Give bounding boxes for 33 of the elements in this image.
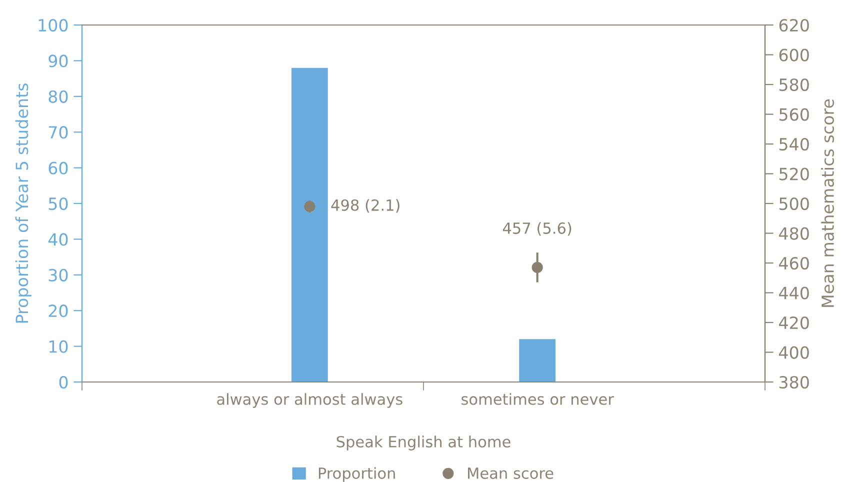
- y2-tick-label: 400: [779, 346, 809, 359]
- y2-tick-label: 460: [779, 256, 809, 270]
- legend-label: Proportion: [318, 467, 395, 482]
- y-tick-label: 80: [48, 90, 68, 103]
- data-label: 498 (2.1): [331, 199, 400, 213]
- y-tick-label: 10: [49, 340, 68, 353]
- x-axis-title: Speak English at home: [336, 436, 510, 450]
- y-tick-label: 70: [48, 126, 68, 139]
- y-axis-title: Proportion of Year 5 students: [15, 84, 32, 323]
- y2-tick-label: 480: [779, 227, 809, 240]
- y2-tick-label: 600: [779, 48, 809, 62]
- y2-axis-title: Mean mathematics score: [821, 99, 834, 307]
- y2-tick-label: 500: [779, 197, 809, 210]
- y-tick-label: 0: [59, 376, 68, 389]
- y2-tick-label: 420: [779, 316, 809, 330]
- y2-tick-label: 620: [779, 18, 809, 32]
- y-tick-label: 20: [48, 304, 68, 318]
- y2-tick-label: 540: [779, 138, 809, 151]
- y2-tick-label: 520: [779, 168, 809, 180]
- data-label: 457 (5.6): [502, 222, 572, 236]
- y2-tick-label: 440: [779, 286, 809, 300]
- y-tick-label: 50: [48, 197, 68, 210]
- y2-tick-label: 380: [779, 376, 809, 389]
- y-tick-label: 30: [48, 268, 68, 282]
- y-tick-label: 90: [48, 54, 68, 68]
- legend-label: Mean score: [468, 468, 554, 479]
- x-tick-label: sometimes or never: [462, 393, 614, 405]
- y-tick-label: 100: [38, 18, 68, 32]
- y-tick-label: 40: [48, 233, 68, 246]
- y2-tick-label: 560: [779, 108, 809, 121]
- x-tick-label: always or almost always: [217, 393, 402, 408]
- y-tick-label: 60: [48, 162, 68, 174]
- y2-tick-label: 580: [779, 78, 809, 92]
